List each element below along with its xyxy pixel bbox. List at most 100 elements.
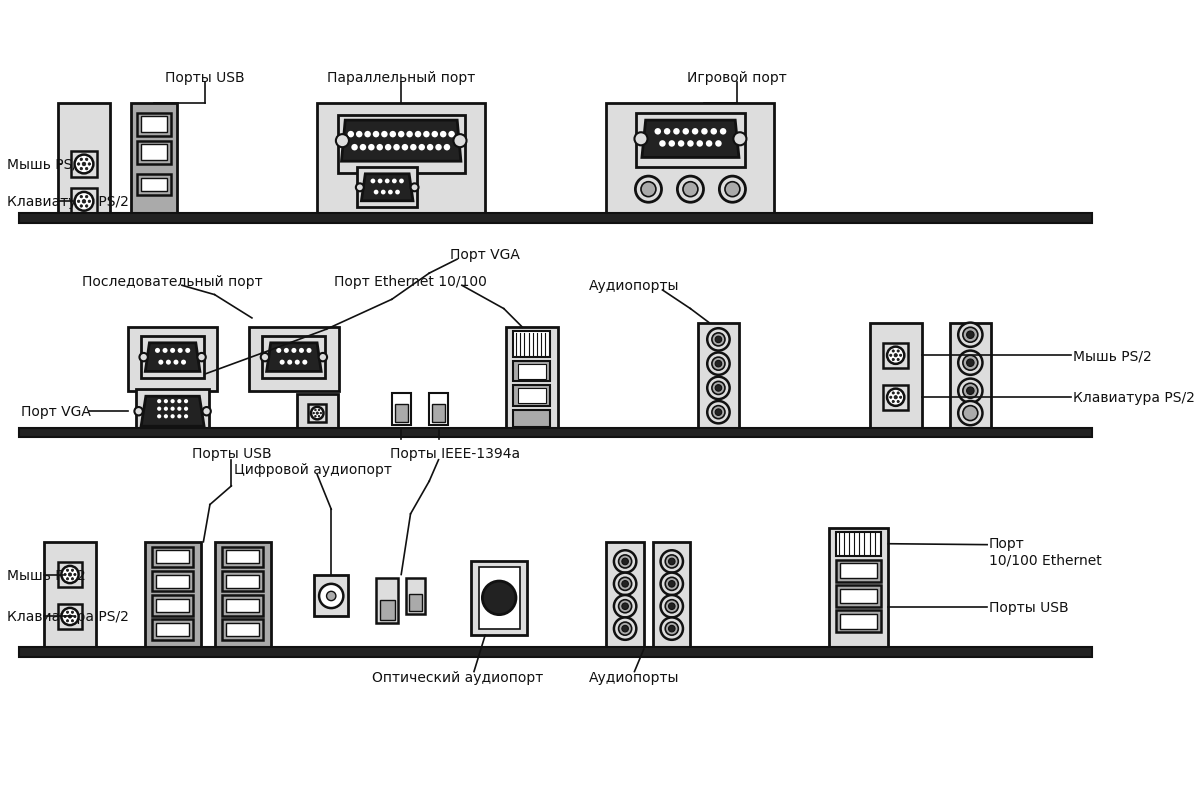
Circle shape	[174, 360, 179, 365]
Circle shape	[80, 159, 83, 161]
Circle shape	[295, 360, 300, 365]
Circle shape	[962, 356, 978, 371]
Circle shape	[356, 184, 364, 192]
Circle shape	[178, 348, 182, 354]
Circle shape	[665, 555, 678, 569]
Bar	[395, 404, 408, 423]
Text: Порты USB: Порты USB	[192, 447, 271, 460]
Bar	[836, 610, 881, 633]
Circle shape	[962, 328, 978, 342]
Circle shape	[715, 361, 721, 367]
Circle shape	[64, 616, 66, 618]
Circle shape	[371, 180, 376, 184]
Bar	[698, 323, 739, 431]
Text: Порты USB: Порты USB	[989, 601, 1069, 614]
Polygon shape	[642, 121, 739, 158]
Circle shape	[668, 626, 676, 632]
Bar	[505, 328, 558, 431]
Circle shape	[314, 416, 317, 418]
Circle shape	[380, 190, 385, 195]
Circle shape	[260, 354, 269, 362]
Circle shape	[710, 129, 718, 136]
Circle shape	[683, 129, 689, 136]
Circle shape	[900, 397, 901, 399]
Circle shape	[614, 573, 636, 595]
Circle shape	[80, 205, 83, 208]
Circle shape	[197, 354, 205, 362]
Bar	[156, 575, 190, 588]
Circle shape	[398, 132, 404, 138]
Circle shape	[85, 205, 88, 208]
Circle shape	[622, 581, 629, 587]
Circle shape	[85, 196, 88, 199]
Circle shape	[641, 183, 656, 197]
Circle shape	[415, 132, 421, 138]
Circle shape	[892, 359, 894, 361]
Circle shape	[898, 350, 899, 353]
Circle shape	[407, 132, 413, 138]
Circle shape	[71, 569, 73, 572]
Bar	[296, 395, 337, 431]
Circle shape	[157, 407, 161, 411]
Text: Клавиатура PS/2: Клавиатура PS/2	[1073, 391, 1195, 405]
Bar	[828, 529, 888, 650]
Circle shape	[665, 577, 678, 590]
Circle shape	[306, 348, 312, 354]
Circle shape	[622, 626, 629, 632]
Circle shape	[382, 132, 388, 138]
Bar	[58, 104, 110, 216]
Circle shape	[181, 360, 186, 365]
Circle shape	[71, 611, 73, 614]
Circle shape	[614, 595, 636, 618]
Circle shape	[665, 600, 678, 613]
Bar	[250, 328, 338, 391]
Bar	[128, 328, 217, 391]
Bar	[226, 599, 259, 612]
Bar	[840, 564, 877, 578]
Bar	[392, 393, 410, 426]
Text: Мышь PS/2: Мышь PS/2	[7, 158, 86, 172]
Circle shape	[170, 399, 175, 403]
Circle shape	[400, 180, 404, 184]
Circle shape	[673, 129, 679, 136]
Circle shape	[299, 348, 304, 354]
Circle shape	[82, 163, 85, 167]
Bar	[137, 114, 170, 137]
Bar	[145, 542, 200, 650]
Text: Параллельный порт: Параллельный порт	[328, 71, 475, 85]
Bar	[317, 104, 485, 216]
Circle shape	[88, 200, 90, 203]
Bar	[137, 141, 170, 164]
Circle shape	[80, 196, 83, 199]
Circle shape	[348, 132, 354, 138]
Circle shape	[894, 354, 898, 358]
Circle shape	[900, 354, 901, 357]
Circle shape	[712, 358, 725, 371]
Circle shape	[962, 384, 978, 399]
Circle shape	[66, 620, 68, 622]
Circle shape	[622, 603, 629, 610]
Circle shape	[319, 584, 343, 609]
Text: Аудиопорты: Аудиопорты	[589, 670, 679, 684]
Circle shape	[368, 144, 374, 152]
Bar	[836, 585, 881, 607]
Circle shape	[898, 359, 899, 361]
Circle shape	[659, 141, 666, 148]
Bar	[432, 404, 445, 423]
Bar	[156, 623, 190, 636]
Circle shape	[715, 409, 721, 416]
Circle shape	[73, 573, 76, 576]
Circle shape	[410, 144, 416, 152]
Circle shape	[432, 132, 438, 138]
Bar	[58, 605, 83, 629]
Circle shape	[664, 129, 671, 136]
Bar	[314, 575, 348, 617]
Text: Игровой порт: Игровой порт	[688, 71, 787, 85]
Text: Порт
10/100 Ethernet: Порт 10/100 Ethernet	[989, 537, 1102, 566]
Bar	[137, 175, 170, 196]
Circle shape	[892, 392, 894, 395]
Circle shape	[683, 183, 698, 197]
Circle shape	[166, 360, 170, 365]
Circle shape	[390, 132, 396, 138]
Bar	[840, 614, 877, 629]
